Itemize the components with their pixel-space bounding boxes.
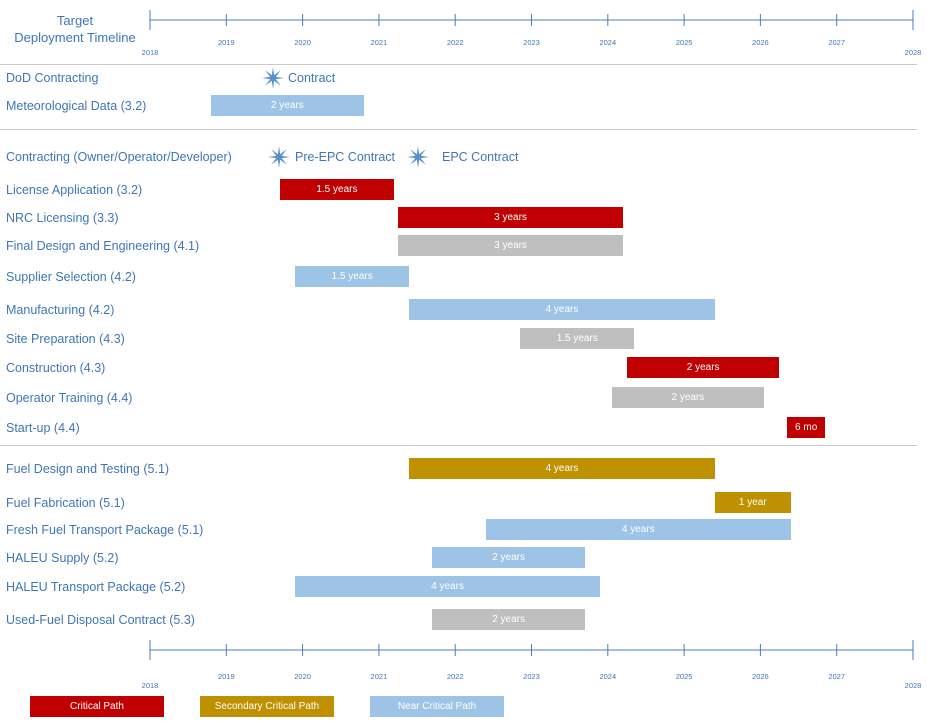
task-label: Manufacturing (4.2): [6, 303, 115, 317]
top-axis-tick-label: 2023: [523, 38, 540, 47]
task-bar: 1.5 years: [520, 328, 635, 349]
milestone-star-icon: [407, 146, 429, 168]
bottom-axis-tick-label: 2022: [446, 672, 464, 681]
milestone-label: Pre-EPC Contract: [295, 150, 396, 164]
milestone-star-shape: [262, 67, 284, 89]
task-bar: 2 years: [611, 387, 765, 408]
milestone-star-shape: [407, 146, 429, 168]
milestone-star-icon: [262, 67, 284, 89]
top-axis-tick-label: 2020: [294, 38, 311, 47]
section-divider: [0, 64, 917, 65]
task-bar: 2 years: [432, 547, 585, 568]
task-bar: 2 years: [432, 609, 585, 630]
task-label: Supplier Selection (4.2): [6, 270, 136, 284]
section-divider: [0, 445, 917, 446]
milestone-star-icon: [268, 146, 290, 168]
task-bar: 1.5 years: [279, 179, 395, 200]
top-axis-tick-label: 2024: [599, 38, 617, 47]
task-label: Fuel Design and Testing (5.1): [6, 462, 170, 476]
top-axis-tick-label: 2026: [752, 38, 769, 47]
task-bar: 2 years: [626, 357, 780, 378]
timeline-title: Target Deployment Timeline: [0, 12, 150, 46]
task-label: Construction (4.3): [6, 361, 106, 375]
task-bar: 3 years: [397, 207, 624, 228]
task-bar: 1 year: [714, 492, 791, 513]
legend-item-secondary: Secondary Critical Path: [200, 696, 334, 717]
task-bar: 4 years: [294, 576, 601, 597]
top-axis-tick-label: 2028: [904, 48, 922, 57]
task-label: Contracting (Owner/Operator/Developer): [6, 150, 232, 164]
bottom-axis-tick-label: 2026: [752, 672, 769, 681]
task-label: NRC Licensing (3.3): [6, 211, 119, 225]
task-bar: 4 years: [485, 519, 791, 540]
task-label: Fuel Fabrication (5.1): [6, 496, 125, 510]
task-label: Start-up (4.4): [6, 421, 80, 435]
bottom-axis-tick-label: 2018: [141, 681, 159, 690]
top-axis-tick-label: 2019: [217, 38, 235, 47]
task-label: Operator Training (4.4): [6, 391, 133, 405]
top-axis-tick-label: 2022: [446, 38, 464, 47]
task-label: DoD Contracting: [6, 71, 99, 85]
top-axis-tick-label: 2027: [828, 38, 846, 47]
task-bar: 6 mo: [787, 417, 826, 438]
section-divider: [0, 129, 917, 130]
timeline-title-line1: Target: [56, 13, 94, 28]
bottom-axis-tick-label: 2019: [217, 672, 235, 681]
top-axis-tick-label: 2018: [141, 48, 159, 57]
milestone-star-shape: [268, 146, 290, 168]
task-label: HALEU Supply (5.2): [6, 551, 119, 565]
bottom-axis-tick-label: 2027: [828, 672, 846, 681]
task-label: Final Design and Engineering (4.1): [6, 239, 200, 253]
top-axis-tick-label: 2021: [370, 38, 388, 47]
legend-item-critical: Critical Path: [30, 696, 164, 717]
bottom-axis-tick-label: 2021: [370, 672, 388, 681]
top-axis-tick-label: 2025: [675, 38, 693, 47]
task-bar: 4 years: [409, 299, 715, 320]
task-label: Site Preparation (4.3): [6, 332, 125, 346]
milestone-label: Contract: [288, 71, 336, 85]
bottom-axis-tick-label: 2020: [294, 672, 311, 681]
legend-item-near: Near Critical Path: [370, 696, 504, 717]
task-label: License Application (3.2): [6, 183, 143, 197]
milestone-label: EPC Contract: [442, 150, 519, 164]
task-label: Used-Fuel Disposal Contract (5.3): [6, 613, 195, 627]
task-bar: 1.5 years: [294, 266, 410, 287]
task-label: Fresh Fuel Transport Package (5.1): [6, 523, 204, 537]
timeline-title-line2: Deployment Timeline: [14, 30, 136, 45]
bottom-axis-tick-label: 2024: [599, 672, 617, 681]
bottom-axis-tick-label: 2028: [904, 681, 922, 690]
task-label: Meteorological Data (3.2): [6, 99, 147, 113]
task-bar: 4 years: [409, 458, 715, 479]
bottom-axis-tick-label: 2023: [523, 672, 540, 681]
task-label: HALEU Transport Package (5.2): [6, 580, 186, 594]
bottom-axis-tick-label: 2025: [675, 672, 693, 681]
task-bar: 2 years: [211, 95, 364, 116]
task-bar: 3 years: [397, 235, 624, 256]
